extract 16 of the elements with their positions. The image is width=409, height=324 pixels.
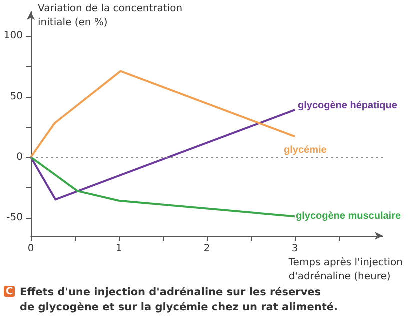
series-label: glycémie	[284, 145, 328, 156]
y-tick-label: -50	[6, 212, 23, 224]
line-series	[30, 156, 296, 218]
text: C	[6, 286, 14, 298]
y-tick-label: 0	[16, 152, 23, 163]
series-label: glycogène hépatique	[298, 100, 398, 112]
x-tick-label: 1	[116, 244, 122, 254]
x-axis-title: Temps après l'injection d'adrénaline (heure)	[288, 258, 404, 282]
text: Effets d'une injection d'adrénaline sur les réserves de glycogène et sur la glycémie chez un rat alimenté.	[20, 286, 338, 314]
y-tick-label: 50	[10, 91, 23, 102]
x-tick-label: 0	[28, 244, 34, 254]
y-tick-label: 100	[4, 30, 23, 42]
x-tick-label: 2	[204, 244, 210, 254]
y-axis-title: Variation de la concentration initiale (en %)	[38, 4, 183, 28]
x-tick-label: 3	[292, 244, 298, 254]
series-label: glycogène musculaire	[296, 211, 402, 222]
